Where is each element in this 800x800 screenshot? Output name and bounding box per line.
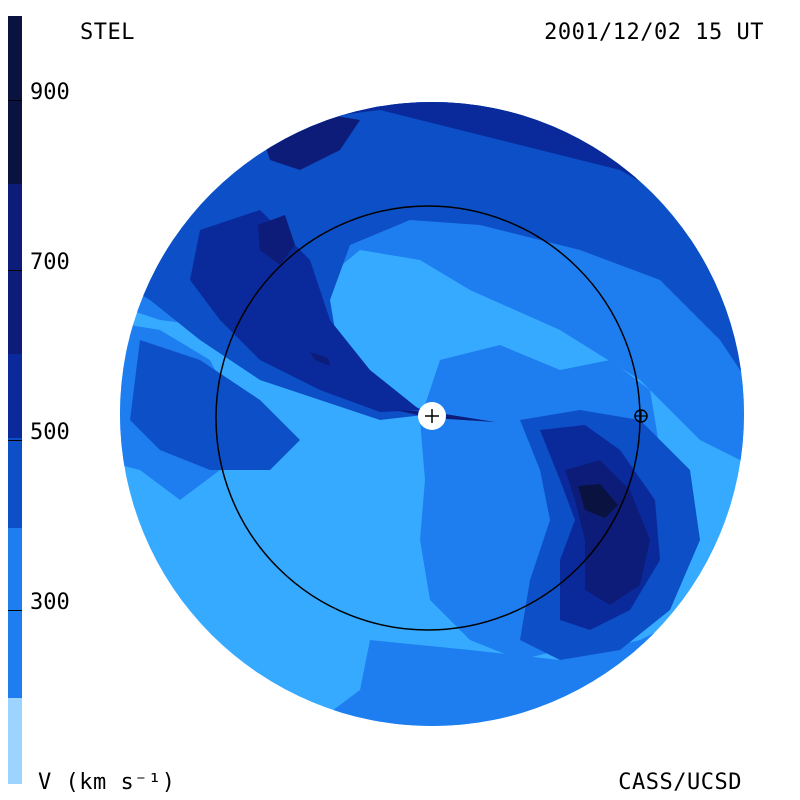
timestamp-label: 2001/12/02 15 UT [544,20,764,45]
tick-label-500: 500 [30,420,70,445]
tick-mark-300 [8,610,22,611]
tick-label-300: 300 [30,590,70,615]
colorbar-segment-300 [8,698,22,784]
region-v800-core [578,484,618,518]
tick-label-700: 700 [30,250,70,275]
region-v700-spike [310,352,330,366]
region-v600-arm [190,210,420,412]
earth-orbit [215,205,641,631]
region-v700-patch [258,215,295,265]
tick-mark-900 [8,100,22,101]
colorbar-segment-600 [8,354,22,438]
units-label: V (km s⁻¹) [38,770,176,795]
colorbar-segment-400 [8,528,22,698]
tick-mark-500 [8,440,22,441]
tick-mark-700 [8,270,22,271]
tick-label-900: 900 [30,80,70,105]
credit-label: CASS/UCSD [618,770,742,795]
region-v500-west [130,340,300,470]
colorbar-segment-500 [8,438,22,528]
colorbar-segment-700 [8,184,22,354]
observatory-label: STEL [80,20,135,45]
